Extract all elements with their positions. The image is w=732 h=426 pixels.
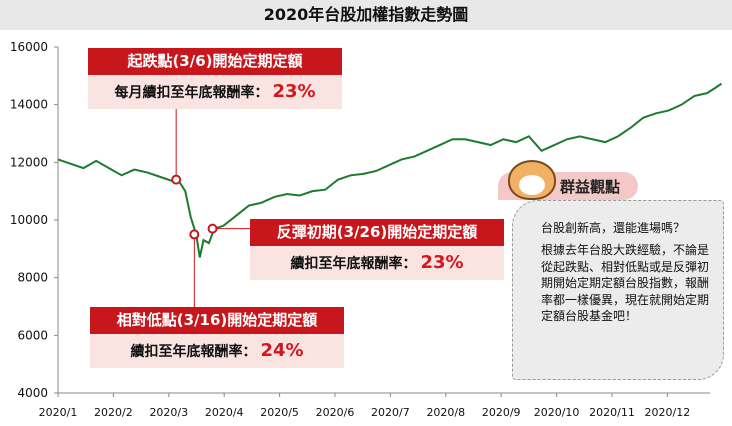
x-tick-label: 2020/2 — [94, 406, 133, 419]
callout-value: 24% — [260, 340, 304, 361]
callout-head: 反彈初期(3/26)開始定期定額 — [250, 219, 504, 246]
callout-rebound: 反彈初期(3/26)開始定期定額 續扣至年底報酬率： 23% — [250, 219, 504, 280]
x-tick-label: 2020/7 — [371, 406, 410, 419]
x-tick-label: 2020/10 — [534, 406, 580, 419]
start-point-marker — [171, 174, 182, 185]
callout-start-drop: 起跌點(3/6)開始定期定額 每月續扣至年底報酬率： 23% — [88, 48, 342, 109]
x-tick-label: 2020/5 — [260, 406, 299, 419]
opinion-box: 台股創新高，還能進場嗎？ 根據去年台股大跌經驗，不論是從起跌點、相對低點或是反彈… — [512, 200, 724, 380]
x-tick-label: 2020/1 — [39, 406, 78, 419]
x-tick-label: 2020/8 — [426, 406, 465, 419]
x-tick-label: 2020/4 — [205, 406, 244, 419]
x-tick-label: 2020/3 — [149, 406, 188, 419]
callout-value: 23% — [272, 81, 316, 102]
callout-text: 每月續扣至年底報酬率： — [114, 85, 269, 101]
start-point-marker — [189, 229, 200, 240]
y-tick-label: 8000 — [17, 271, 48, 285]
callout-head: 起跌點(3/6)開始定期定額 — [88, 48, 342, 75]
y-tick-label: 6000 — [17, 328, 48, 342]
y-tick-label: 12000 — [10, 155, 48, 169]
callout-body: 續扣至年底報酬率： 23% — [250, 246, 504, 280]
callout-relative-low: 相對低點(3/16)開始定期定額 續扣至年底報酬率： 24% — [90, 307, 344, 368]
callout-text: 續扣至年底報酬率： — [130, 344, 257, 360]
x-tick-label: 2020/6 — [316, 406, 355, 419]
dog-mascot-icon — [508, 160, 556, 200]
opinion-tag-label: 群益觀點 — [560, 178, 621, 196]
callout-body: 續扣至年底報酬率： 24% — [90, 334, 344, 368]
callout-head: 相對低點(3/16)開始定期定額 — [90, 307, 344, 334]
y-tick-label: 14000 — [10, 98, 48, 112]
callout-value: 23% — [420, 252, 464, 273]
x-tick-label: 2020/11 — [589, 406, 635, 419]
opinion-text: 根據去年台股大跌經驗，不論是從起跌點、相對低點或是反彈初期開始定期定額台股指數，… — [541, 243, 710, 323]
y-tick-label: 4000 — [17, 386, 48, 400]
x-tick-label: 2020/9 — [482, 406, 521, 419]
callout-body: 每月續扣至年底報酬率： 23% — [88, 75, 342, 109]
opinion-question: 台股創新高，還能進場嗎？ — [541, 221, 686, 235]
callout-text: 續扣至年底報酬率： — [290, 256, 417, 272]
y-tick-label: 10000 — [10, 213, 48, 227]
x-tick-label: 2020/12 — [645, 406, 691, 419]
y-tick-label: 16000 — [10, 40, 48, 54]
chart-title: 2020年台股加權指數走勢圖 — [0, 0, 732, 30]
start-point-marker — [207, 223, 218, 234]
